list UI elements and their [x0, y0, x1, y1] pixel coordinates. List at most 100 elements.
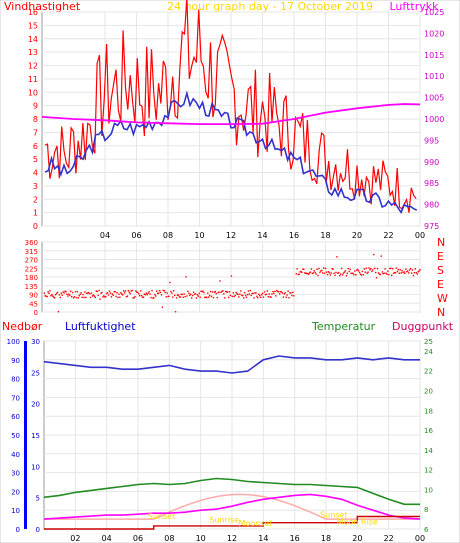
direction-point [92, 294, 95, 296]
sun-moon-annotation: Sunset [320, 511, 347, 520]
direction-point [117, 296, 119, 299]
y-tick-label-left: 6 [33, 142, 38, 151]
direction-point [347, 267, 349, 270]
direction-point [77, 297, 79, 299]
x-tick-label: 14 [258, 534, 268, 543]
direction-point [264, 293, 267, 296]
direction-point [142, 296, 145, 298]
direction-point [122, 294, 124, 296]
direction-point [241, 294, 243, 296]
direction-point [196, 294, 199, 296]
y-tick-label-left: 8 [33, 115, 38, 124]
direction-point [99, 298, 101, 300]
direction-point [353, 274, 355, 276]
compass-label: N [437, 236, 445, 249]
direction-point [271, 293, 273, 295]
direction-point [97, 294, 99, 296]
temperature-tick-label: 12 [424, 467, 433, 475]
direction-point [183, 293, 185, 295]
direction-point [146, 293, 148, 296]
direction-point [95, 290, 97, 292]
direction-point [246, 293, 249, 296]
direction-point [244, 294, 247, 297]
sun-moon-annotation: Moon Rise [337, 518, 378, 527]
direction-point [189, 294, 191, 296]
direction-point [301, 271, 303, 273]
direction-point [137, 291, 139, 294]
direction-point [316, 268, 318, 270]
direction-point [64, 290, 66, 292]
direction-point [304, 272, 306, 274]
compass-label: W [437, 292, 448, 305]
direction-point [48, 292, 50, 294]
direction-point [305, 272, 307, 275]
direction-point [262, 296, 265, 298]
direction-point [83, 296, 85, 299]
precip-tick-label: 25 [31, 369, 40, 377]
humidity-tick-label: 100 [7, 338, 20, 346]
direction-point [413, 272, 416, 274]
direction-point [82, 293, 84, 296]
precip-tick-label: 10 [31, 463, 40, 471]
direction-point [358, 271, 361, 274]
direction-point [344, 270, 347, 272]
direction-point [182, 296, 184, 298]
direction-point [106, 292, 109, 294]
direction-point [173, 290, 175, 292]
precip-tick-label: 15 [31, 432, 40, 440]
direction-point [67, 295, 69, 297]
direction-point [272, 290, 274, 293]
y-tick-label-left: 5 [33, 155, 38, 164]
x-tick-label: 20 [352, 231, 362, 240]
direction-point [395, 267, 398, 269]
direction-point [124, 290, 127, 292]
wind-average-line [44, 90, 418, 215]
direction-point [360, 274, 363, 276]
direction-point [149, 293, 151, 295]
direction-point [331, 267, 333, 270]
direction-point [416, 273, 418, 275]
compass-label: S [437, 264, 444, 277]
direction-point [414, 268, 416, 270]
direction-point [345, 275, 348, 277]
direction-point [143, 293, 146, 295]
direction-point [129, 292, 131, 295]
precip-tick-label: 0 [36, 526, 40, 534]
direction-point [391, 274, 393, 276]
direction-point [370, 268, 372, 270]
x-tick-label: 06 [133, 534, 143, 543]
direction-point [297, 273, 299, 276]
y-tick-label: 180 [25, 274, 38, 282]
direction-point [245, 296, 248, 298]
direction-point [181, 293, 183, 296]
y-tick-label-left: 9 [33, 102, 38, 111]
direction-point [354, 270, 356, 272]
direction-point [47, 291, 49, 293]
x-tick-label: 00 [415, 534, 425, 543]
temperature-tick-label: 24 [424, 348, 433, 356]
direction-point [229, 294, 232, 297]
direction-point [373, 253, 375, 256]
direction-point [217, 291, 219, 294]
direction-point [319, 271, 321, 274]
direction-point [260, 296, 262, 299]
direction-point [94, 296, 96, 298]
direction-point [375, 277, 378, 279]
y-tick-label-right: 1010 [424, 72, 444, 81]
direction-point [385, 272, 387, 274]
direction-point [404, 272, 406, 275]
direction-point [320, 270, 322, 272]
direction-point [296, 268, 298, 270]
direction-point [112, 294, 114, 296]
direction-point [386, 273, 388, 275]
direction-point [198, 292, 200, 295]
direction-point [140, 290, 142, 292]
y-tick-label-left: 14 [28, 35, 38, 44]
direction-point [259, 295, 261, 297]
direction-point [166, 292, 168, 294]
direction-point [163, 289, 165, 292]
direction-point [57, 311, 60, 313]
direction-point [195, 297, 198, 299]
direction-point [403, 271, 405, 273]
direction-point [226, 291, 229, 293]
